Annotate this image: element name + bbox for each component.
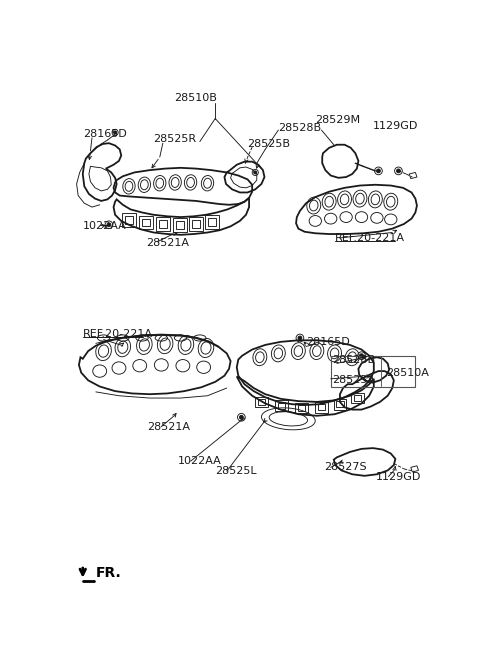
Text: REF.20-221A: REF.20-221A	[336, 233, 405, 243]
Text: 28528B: 28528B	[278, 123, 322, 133]
Text: 1022AA: 1022AA	[178, 456, 222, 466]
Text: 28510A: 28510A	[386, 368, 429, 378]
Text: 1022AA: 1022AA	[83, 221, 127, 231]
Text: 28525R: 28525R	[154, 134, 197, 144]
Text: REF.20-221A: REF.20-221A	[83, 329, 153, 339]
Text: 28521A: 28521A	[146, 238, 189, 248]
Circle shape	[114, 131, 117, 134]
Text: 28528B: 28528B	[332, 355, 375, 365]
Text: 28525A: 28525A	[332, 376, 375, 386]
Text: 28525L: 28525L	[215, 466, 257, 476]
Text: 28165D: 28165D	[306, 337, 350, 347]
Text: 1129GD: 1129GD	[375, 472, 421, 482]
Text: 28527S: 28527S	[324, 462, 367, 472]
Circle shape	[107, 223, 111, 227]
Text: 28165D: 28165D	[83, 129, 127, 139]
Circle shape	[240, 416, 243, 420]
Circle shape	[254, 171, 257, 174]
Circle shape	[376, 169, 380, 173]
Text: FR.: FR.	[96, 566, 121, 580]
Text: 1129GD: 1129GD	[373, 121, 419, 131]
Text: 28510B: 28510B	[175, 93, 217, 103]
Text: 28529M: 28529M	[315, 115, 360, 125]
Bar	[331, 356, 415, 386]
Text: 28525B: 28525B	[248, 139, 290, 149]
Circle shape	[298, 336, 302, 340]
Circle shape	[360, 354, 363, 358]
Text: 28521A: 28521A	[147, 422, 191, 432]
Circle shape	[396, 169, 400, 173]
